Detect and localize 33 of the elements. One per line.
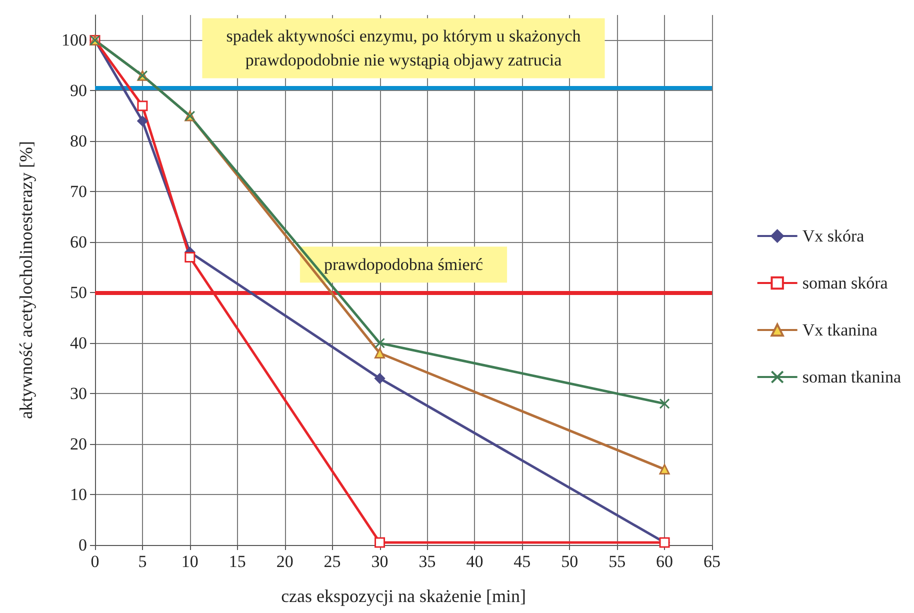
x-tick-label: 5 xyxy=(138,552,147,571)
legend-label: soman tkanina xyxy=(802,368,902,386)
x-tick-label: 20 xyxy=(276,552,294,571)
y-tick-label: 10 xyxy=(70,485,87,504)
y-tick-label: 50 xyxy=(70,283,87,302)
x-tick-label: 40 xyxy=(466,552,484,571)
y-tick-label: 100 xyxy=(62,30,87,50)
y-tick-label: 0 xyxy=(78,536,87,554)
y-axis-title: aktywność acetylocholinoesterazy [%] xyxy=(16,141,36,419)
y-tick-label: 80 xyxy=(70,132,87,151)
x-tick-label: 45 xyxy=(514,552,531,571)
x-tick-label: 30 xyxy=(371,552,388,571)
x-tick-label: 60 xyxy=(656,552,674,571)
x-tick-label: 15 xyxy=(228,552,246,571)
x-tick-label: 50 xyxy=(561,552,578,571)
y-tick-label: 70 xyxy=(70,182,87,202)
y-tick-label: 20 xyxy=(70,434,87,454)
legend-label: Vx skóra xyxy=(802,226,865,246)
y-tick-label: 30 xyxy=(70,384,87,404)
x-tick-label: 35 xyxy=(418,552,436,571)
x-tick-label: 55 xyxy=(608,552,626,571)
x-tick-label: 0 xyxy=(90,552,100,571)
y-tick-label: 40 xyxy=(70,334,87,353)
x-tick-label: 25 xyxy=(324,552,341,571)
y-tick-label: 90 xyxy=(70,81,87,100)
x-axis-title: czas ekspozycji na skażenie [min] xyxy=(281,586,526,606)
legend-label: Vx tkanina xyxy=(802,320,878,340)
legend-label: soman skóra xyxy=(802,274,888,292)
ref-line-label: prawdopodobna śmierć xyxy=(324,255,484,274)
x-tick-label: 65 xyxy=(704,552,720,571)
ref-line-label: spadek aktywności enzymu, po którym u skażonych prawdopodobnie nie wystąpią objawy zatrucia xyxy=(226,26,582,70)
x-tick-label: 10 xyxy=(181,552,198,571)
y-tick-label: 60 xyxy=(70,232,87,252)
